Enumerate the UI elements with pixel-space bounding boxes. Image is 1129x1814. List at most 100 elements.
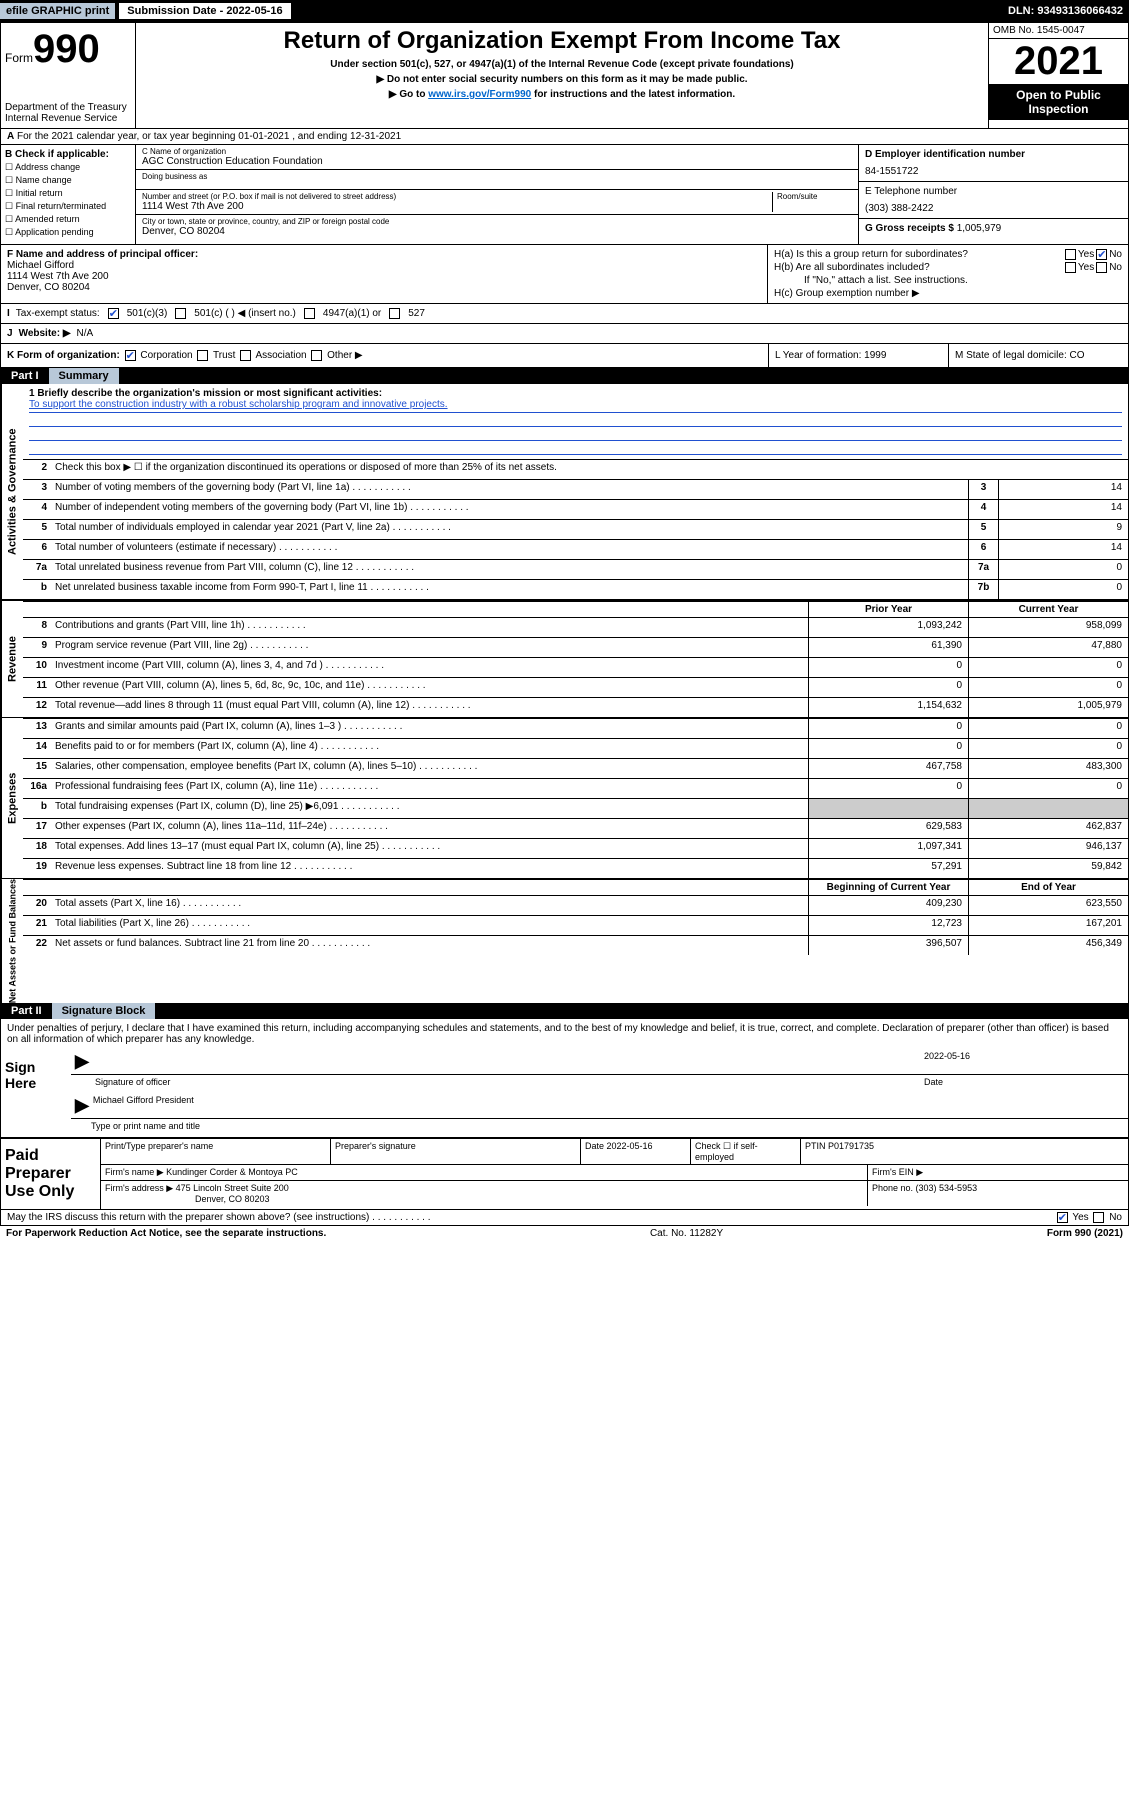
firm-ein: Firm's EIN ▶ [868, 1165, 1128, 1180]
line-b: bNet unrelated business taxable income f… [23, 579, 1128, 599]
firm-city: Denver, CO 80203 [105, 1194, 863, 1204]
chk-other[interactable] [311, 350, 322, 361]
efile-label[interactable]: efile GRAPHIC print [0, 3, 115, 19]
form-header: Form 990 Department of the Treasury Inte… [1, 23, 1128, 129]
summary-governance: Activities & Governance 1 Briefly descri… [1, 384, 1128, 599]
chk-trust[interactable] [197, 350, 208, 361]
chk-527[interactable] [389, 308, 400, 319]
hb-yes[interactable] [1065, 262, 1076, 273]
ein-label: D Employer identification number [865, 149, 1122, 160]
paid-preparer-block: Paid Preparer Use Only Print/Type prepar… [1, 1138, 1128, 1209]
mission-block: 1 Briefly describe the organization's mi… [23, 384, 1128, 459]
prior-year-hdr: Prior Year [808, 602, 968, 617]
irs-discuss-row: May the IRS discuss this return with the… [1, 1209, 1128, 1225]
officer-name: Michael Gifford [7, 260, 761, 271]
part1-title: Summary [49, 368, 119, 384]
chk-name[interactable]: ☐ Name change [5, 175, 131, 186]
chk-501c[interactable] [175, 308, 186, 319]
ha-yes[interactable] [1065, 249, 1076, 260]
vtab-governance: Activities & Governance [1, 384, 23, 599]
line-21: 21Total liabilities (Part X, line 26)12,… [23, 915, 1128, 935]
officer-addr1: 1114 West 7th Ave 200 [7, 271, 761, 282]
submission-date: Submission Date - 2022-05-16 [119, 3, 290, 19]
row-i: I Tax-exempt status: 501(c)(3) 501(c) ( … [1, 304, 1128, 324]
line-b: bTotal fundraising expenses (Part IX, co… [23, 798, 1128, 818]
form-number: 990 [33, 27, 100, 72]
chk-initial[interactable]: ☐ Initial return [5, 188, 131, 199]
sig-date-val: 2022-05-16 [924, 1051, 1124, 1072]
line-4: 4Number of independent voting members of… [23, 499, 1128, 519]
summary-revenue: Revenue Prior Year Current Year 8Contrib… [1, 599, 1128, 717]
chk-pending[interactable]: ☐ Application pending [5, 227, 131, 238]
line-5: 5Total number of individuals employed in… [23, 519, 1128, 539]
line-16a: 16aProfessional fundraising fees (Part I… [23, 778, 1128, 798]
line-18: 18Total expenses. Add lines 13–17 (must … [23, 838, 1128, 858]
chk-address[interactable]: ☐ Address change [5, 162, 131, 173]
signature-declaration: Under penalties of perjury, I declare th… [1, 1019, 1128, 1049]
col-h-group: H(a) Is this a group return for subordin… [768, 245, 1128, 303]
header-left: Form 990 Department of the Treasury Inte… [1, 23, 136, 128]
line-10: 10Investment income (Part VIII, column (… [23, 657, 1128, 677]
line-3: 3Number of voting members of the governi… [23, 479, 1128, 499]
cat-no: Cat. No. 11282Y [326, 1228, 1047, 1239]
prep-ptin: PTIN P01791735 [801, 1139, 1128, 1164]
hb-label: H(b) Are all subordinates included? [774, 262, 1063, 273]
type-name-label: Type or print name and title [71, 1119, 1128, 1137]
line-17: 17Other expenses (Part IX, column (A), l… [23, 818, 1128, 838]
summary-net: Net Assets or Fund Balances Beginning of… [1, 878, 1128, 1003]
paperwork-notice: For Paperwork Reduction Act Notice, see … [6, 1228, 326, 1239]
phone-value: (303) 388-2422 [865, 203, 1122, 214]
form-title: Return of Organization Exempt From Incom… [140, 27, 984, 55]
current-year-hdr: Current Year [968, 602, 1128, 617]
line-14: 14Benefits paid to or for members (Part … [23, 738, 1128, 758]
rev-col-headers: Prior Year Current Year [23, 601, 1128, 617]
chk-assoc[interactable] [240, 350, 251, 361]
firm-addr: Firm's address ▶ 475 Lincoln Street Suit… [105, 1183, 863, 1194]
part1-header: Part I Summary [1, 368, 1128, 384]
part1-num: Part I [1, 368, 49, 384]
part2-title: Signature Block [52, 1003, 156, 1019]
ha-no[interactable] [1096, 249, 1107, 260]
chk-501c3[interactable] [108, 308, 119, 319]
chk-final[interactable]: ☐ Final return/terminated [5, 201, 131, 212]
chk-amended[interactable]: ☐ Amended return [5, 214, 131, 225]
org-address: 1114 West 7th Ave 200 [142, 201, 772, 212]
prep-self-emp[interactable]: Check ☐ if self-employed [691, 1139, 801, 1164]
line-13: 13Grants and similar amounts paid (Part … [23, 718, 1128, 738]
chk-corp[interactable] [125, 350, 136, 361]
irs-link[interactable]: www.irs.gov/Form990 [428, 89, 531, 100]
firm-name: Firm's name ▶ Kundinger Corder & Montoya… [101, 1165, 868, 1180]
discuss-yes[interactable] [1057, 1212, 1068, 1223]
prep-sig-label: Preparer's signature [331, 1139, 581, 1164]
form-word: Form [5, 51, 33, 65]
paid-label: Paid Preparer Use Only [1, 1139, 101, 1209]
subtitle-2: ▶ Do not enter social security numbers o… [140, 74, 984, 85]
summary-expenses: Expenses 13Grants and similar amounts pa… [1, 717, 1128, 878]
addr-label: Number and street (or P.O. box if mail i… [142, 192, 772, 201]
line-9: 9Program service revenue (Part VIII, lin… [23, 637, 1128, 657]
col-c-org: C Name of organization AGC Construction … [136, 145, 858, 244]
discuss-no[interactable] [1093, 1212, 1104, 1223]
line-6: 6Total number of volunteers (estimate if… [23, 539, 1128, 559]
sig-officer-label: Signature of officer [75, 1077, 924, 1091]
line-11: 11Other revenue (Part VIII, column (A), … [23, 677, 1128, 697]
header-center: Return of Organization Exempt From Incom… [136, 23, 988, 128]
col-b-checkboxes: B Check if applicable: ☐ Address change … [1, 145, 136, 244]
line-8: 8Contributions and grants (Part VIII, li… [23, 617, 1128, 637]
top-bar: efile GRAPHIC print Submission Date - 20… [0, 0, 1129, 22]
ein-value: 84-1551722 [865, 166, 1122, 177]
website-label: Website: ▶ [19, 328, 71, 339]
form-ref: Form 990 (2021) [1047, 1228, 1123, 1239]
mission-text: To support the construction industry wit… [29, 399, 1122, 413]
section-bc: B Check if applicable: ☐ Address change … [1, 145, 1128, 245]
vtab-net: Net Assets or Fund Balances [1, 879, 23, 1003]
omb-number: OMB No. 1545-0047 [989, 23, 1128, 39]
header-right: OMB No. 1545-0047 2021 Open to Public In… [988, 23, 1128, 128]
section-fh: F Name and address of principal officer:… [1, 245, 1128, 304]
hb-no[interactable] [1096, 262, 1107, 273]
subtitle-1: Under section 501(c), 527, or 4947(a)(1)… [140, 59, 984, 70]
subtitle-3: ▶ Go to www.irs.gov/Form990 for instruct… [140, 89, 984, 100]
chk-4947[interactable] [304, 308, 315, 319]
line-7a: 7aTotal unrelated business revenue from … [23, 559, 1128, 579]
row-j: J Website: ▶ N/A [1, 324, 1128, 344]
